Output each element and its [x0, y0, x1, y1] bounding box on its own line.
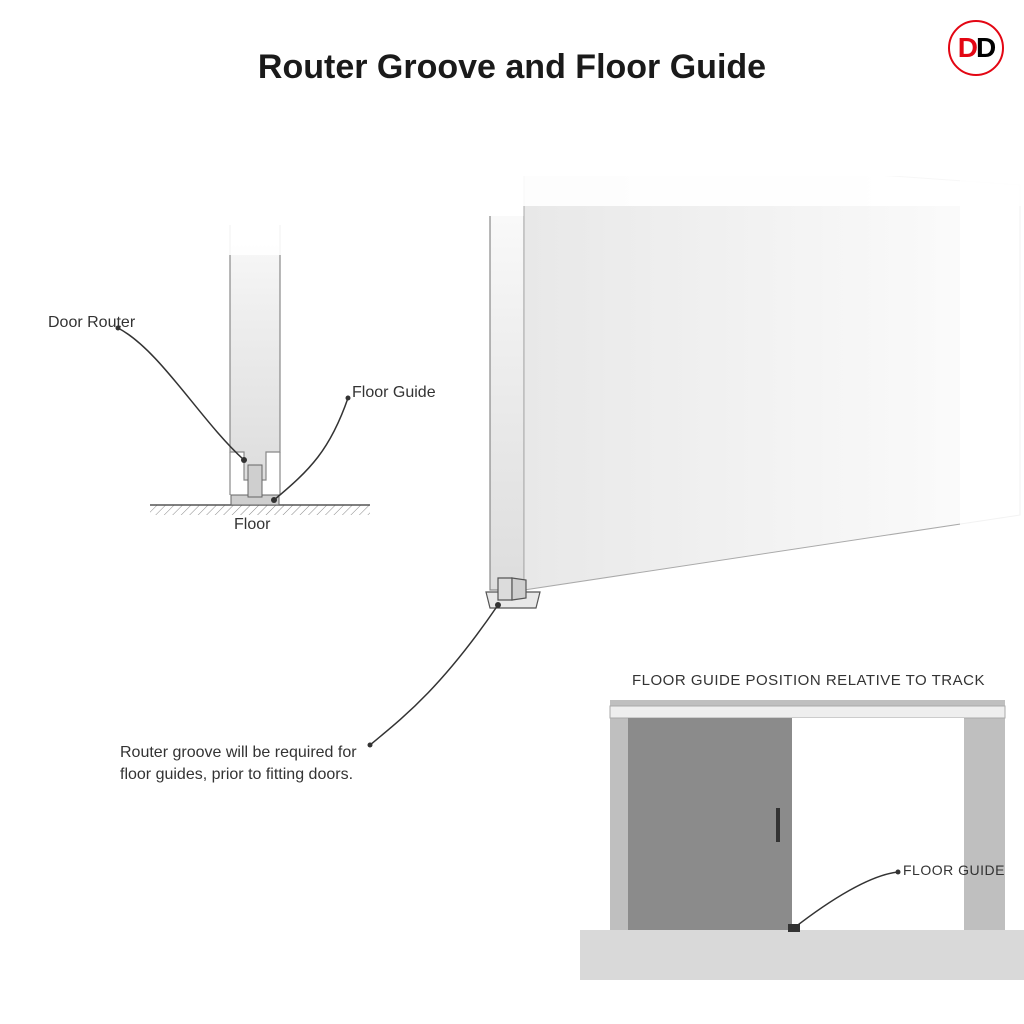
note-router-groove: Router groove will be required for floor…	[120, 742, 357, 787]
inset-diagram	[580, 700, 1024, 980]
note-line-1: Router groove will be required for	[120, 744, 357, 761]
label-floor: Floor	[234, 516, 270, 534]
note-line-2: floor guides, prior to fitting doors.	[120, 766, 353, 783]
perspective-door	[368, 140, 1024, 748]
label-floor-guide: Floor Guide	[352, 384, 436, 402]
label-door-router: Door Router	[48, 314, 135, 332]
section-view	[116, 175, 371, 515]
diagram-canvas	[0, 0, 1024, 1024]
inset-title: FLOOR GUIDE POSITION RELATIVE TO TRACK	[632, 672, 985, 689]
inset-floor-guide-label: FLOOR GUIDE	[903, 862, 1005, 878]
